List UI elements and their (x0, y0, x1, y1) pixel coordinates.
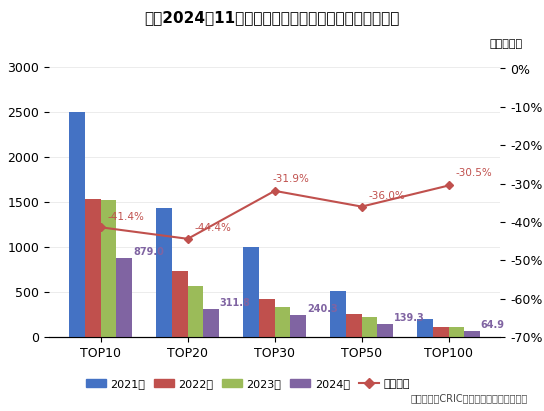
Text: 139.3: 139.3 (394, 313, 424, 323)
Bar (417, 319, 433, 337)
Bar (275, 307, 290, 337)
Bar (433, 327, 449, 337)
Bar (362, 317, 378, 337)
Bar (243, 247, 259, 337)
Text: -36.0%: -36.0% (369, 191, 405, 201)
Text: 879.0: 879.0 (133, 247, 164, 256)
Text: -30.5%: -30.5% (456, 169, 492, 178)
Bar (85, 199, 101, 337)
Bar (157, 208, 172, 337)
Text: -31.9%: -31.9% (273, 174, 310, 184)
Bar (101, 200, 116, 337)
Text: 图：2024年11月百强房企销售操盘金额入榜门槛及变动: 图：2024年11月百强房企销售操盘金额入榜门槛及变动 (144, 10, 400, 25)
Bar (259, 299, 275, 337)
Text: -44.4%: -44.4% (195, 224, 232, 233)
Text: 311.8: 311.8 (220, 298, 251, 308)
Text: 单位：亿元: 单位：亿元 (489, 39, 522, 49)
Bar (330, 291, 346, 337)
Legend: 2021年, 2022年, 2023年, 2024年, 同比变动: 2021年, 2022年, 2023年, 2024年, 同比变动 (81, 374, 414, 393)
Bar (188, 286, 203, 337)
Bar (290, 315, 306, 337)
Bar (70, 112, 85, 337)
Text: 数据来源：CRIC中国房地产决策咋询系统: 数据来源：CRIC中国房地产决策咋询系统 (410, 394, 528, 404)
Text: 240.3: 240.3 (307, 304, 338, 314)
Bar (116, 258, 132, 337)
Bar (346, 314, 362, 337)
Text: -41.4%: -41.4% (108, 212, 145, 222)
Bar (449, 327, 464, 337)
Bar (378, 325, 393, 337)
Bar (203, 309, 219, 337)
Bar (172, 271, 188, 337)
Text: 64.9: 64.9 (481, 320, 505, 330)
Bar (464, 331, 480, 337)
